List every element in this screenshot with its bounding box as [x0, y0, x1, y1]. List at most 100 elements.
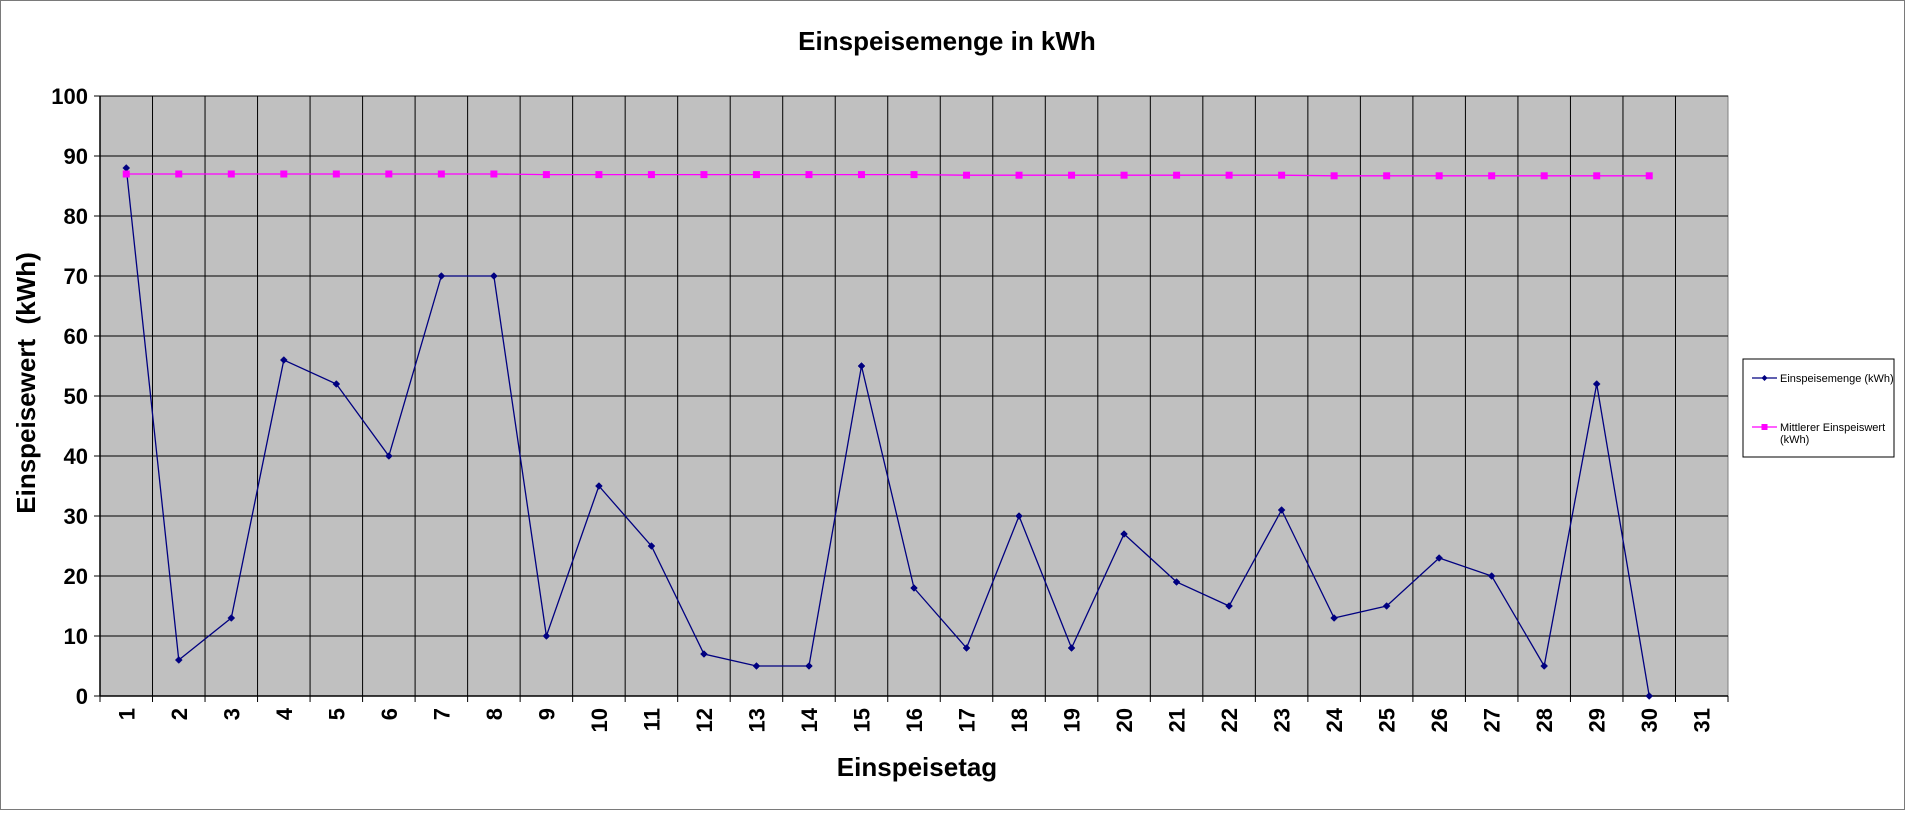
- x-tick-label-23: 23: [1270, 708, 1295, 732]
- point-0-29: [1592, 380, 1601, 388]
- point-1-29: [1593, 172, 1601, 180]
- x-tick-label-28: 28: [1532, 708, 1557, 732]
- point-1-26: [1435, 172, 1443, 180]
- x-axis-title: Einspeisetag: [837, 752, 997, 782]
- point-0-22: [1225, 602, 1233, 610]
- x-tick-label-6: 6: [377, 708, 402, 720]
- point-0-21: [1172, 578, 1181, 586]
- x-tick-label-31: 31: [1690, 708, 1715, 732]
- x-tick-label-27: 27: [1480, 708, 1505, 732]
- point-0-27: [1487, 572, 1496, 580]
- y-axis-title: Einspeisewert (kWh): [11, 252, 41, 514]
- x-tick-label-10: 10: [587, 708, 612, 732]
- point-1-7: [437, 170, 445, 178]
- x-tick-label-21: 21: [1165, 708, 1190, 732]
- point-1-13: [752, 171, 760, 179]
- legend: Einspeisemenge (kWh) Mittlerer Einspeisw…: [1742, 358, 1895, 458]
- point-1-10: [595, 171, 603, 179]
- point-1-14: [805, 171, 813, 179]
- point-1-15: [857, 171, 865, 179]
- y-tick-label-30: 30: [64, 504, 88, 529]
- y-tick-label-70: 70: [64, 264, 88, 289]
- point-0-3: [227, 614, 236, 622]
- point-0-30: [1645, 692, 1654, 700]
- legend-label-mittlerer: Mittlerer Einspeiswert (kWh): [1780, 422, 1888, 446]
- x-tick-label-5: 5: [324, 708, 349, 720]
- legend-entry-einspeisemenge: Einspeisemenge (kWh): [1752, 373, 1894, 385]
- x-tick-label-9: 9: [534, 708, 559, 720]
- x-tick-label-22: 22: [1217, 708, 1242, 732]
- point-1-11: [647, 171, 655, 179]
- point-0-20: [1120, 530, 1128, 538]
- point-0-4: [279, 356, 288, 364]
- point-1-23: [1278, 171, 1286, 179]
- y-tick-label-50: 50: [64, 384, 88, 409]
- point-1-18: [1015, 171, 1023, 179]
- point-1-24: [1330, 172, 1338, 180]
- point-1-25: [1383, 172, 1391, 180]
- series-line-0: [125, 167, 1650, 697]
- x-tick-label-18: 18: [1007, 708, 1032, 732]
- x-tick-label-24: 24: [1322, 707, 1347, 732]
- x-tick-label-25: 25: [1375, 708, 1400, 732]
- x-tick-label-16: 16: [902, 708, 927, 732]
- y-tick-label-60: 60: [64, 324, 88, 349]
- x-tick-label-2: 2: [167, 708, 192, 720]
- point-0-28: [1540, 662, 1549, 670]
- x-tick-label-19: 19: [1060, 708, 1085, 732]
- point-1-1: [122, 170, 130, 178]
- legend-box: [1742, 358, 1895, 458]
- x-tick-label-13: 13: [744, 708, 769, 732]
- point-0-10: [595, 482, 603, 490]
- point-0-2: [174, 656, 183, 664]
- point-1-5: [332, 170, 340, 178]
- legend-marker-mittlerer: [1761, 424, 1768, 430]
- point-1-8: [490, 170, 498, 178]
- point-0-14: [805, 662, 813, 670]
- point-0-17: [962, 644, 971, 652]
- point-0-18: [1015, 512, 1023, 520]
- x-tick-label-15: 15: [849, 708, 874, 732]
- chart-title: Einspeisemenge in kWh: [798, 26, 1096, 56]
- y-tick-label-100: 100: [51, 84, 88, 109]
- point-0-5: [332, 380, 341, 388]
- point-0-8: [490, 272, 498, 280]
- series-layer: [122, 164, 1654, 700]
- point-0-9: [542, 632, 551, 640]
- point-1-22: [1225, 171, 1233, 179]
- y-tick-label-20: 20: [64, 564, 88, 589]
- gridlines: [100, 95, 1728, 696]
- point-1-21: [1173, 171, 1181, 179]
- y-tick-label-40: 40: [64, 444, 88, 469]
- y-tick-label-0: 0: [76, 684, 88, 709]
- point-0-23: [1277, 506, 1286, 514]
- point-1-27: [1488, 172, 1496, 180]
- point-0-13: [752, 662, 761, 670]
- point-1-6: [385, 170, 393, 178]
- axes: [94, 95, 1729, 702]
- point-0-25: [1382, 602, 1391, 610]
- point-1-2: [175, 170, 183, 178]
- x-tick-label-7: 7: [429, 708, 454, 720]
- legend-label-mittlerer-line2: (kWh): [1780, 434, 1809, 446]
- point-1-4: [280, 170, 288, 178]
- point-0-26: [1435, 554, 1444, 562]
- point-1-17: [963, 171, 971, 179]
- series-1: [122, 170, 1653, 180]
- legend-marker-einspeisemenge: [1761, 375, 1768, 381]
- point-1-16: [910, 171, 918, 179]
- x-tick-label-14: 14: [797, 707, 822, 732]
- point-1-9: [542, 171, 550, 179]
- x-tick-label-12: 12: [692, 708, 717, 732]
- y-tick-label-10: 10: [64, 624, 88, 649]
- x-tick-label-20: 20: [1112, 708, 1137, 732]
- x-tick-label-4: 4: [272, 707, 297, 720]
- legend-entry-mittlerer: Mittlerer Einspeiswert (kWh): [1752, 422, 1888, 446]
- point-0-12: [700, 650, 708, 658]
- x-tick-label-30: 30: [1637, 708, 1662, 732]
- legend-label-einspeisemenge: Einspeisemenge (kWh): [1780, 373, 1894, 385]
- point-0-7: [437, 272, 446, 280]
- legend-label-mittlerer-line1: Mittlerer Einspeiswert: [1780, 422, 1885, 434]
- point-0-19: [1067, 644, 1076, 652]
